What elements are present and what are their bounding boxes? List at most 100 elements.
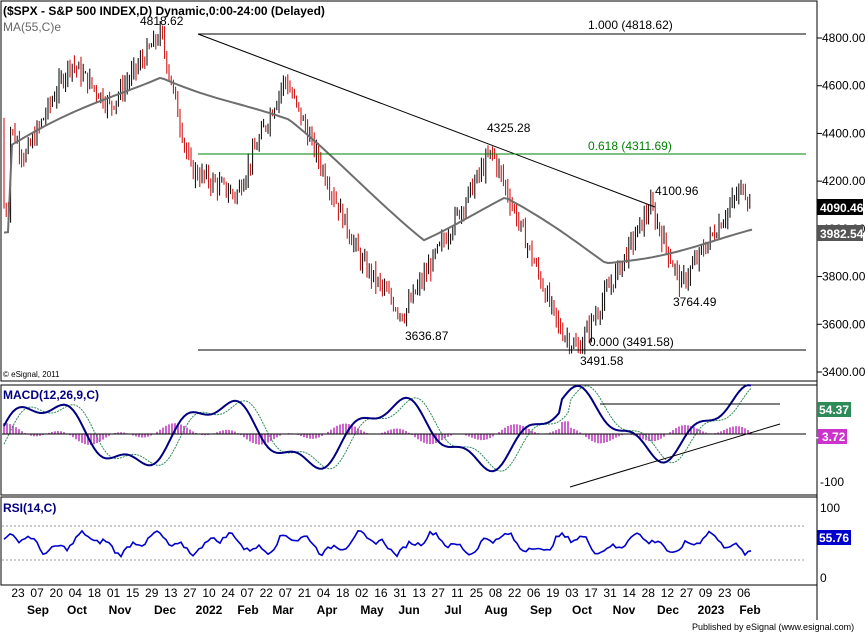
macd-hist-bar xyxy=(381,432,383,434)
macd-hist-bar xyxy=(177,423,179,434)
macd-hist-bar xyxy=(384,431,386,434)
x-axis-month-label: Nov xyxy=(613,603,636,617)
price-tick-label: 4200.00 xyxy=(822,174,866,188)
x-axis-month-label: Nov xyxy=(109,603,132,617)
macd-value: 54.37 xyxy=(819,403,849,417)
macd-hist-bar xyxy=(354,426,356,434)
macd-hist-bar xyxy=(189,429,191,434)
x-axis-day-label: 08 xyxy=(489,586,503,600)
x-axis-day-label: 06 xyxy=(737,586,751,600)
macd-hist-bar xyxy=(687,425,689,434)
x-axis-day-label: 07 xyxy=(30,586,44,600)
macd-hist-bar xyxy=(18,429,20,434)
price-bars xyxy=(3,21,751,355)
x-axis-day-label: 27 xyxy=(432,586,446,600)
x-axis-day-label: 07 xyxy=(279,586,293,600)
annotation-fib-618: 0.618 (4311.69) xyxy=(588,139,672,153)
x-axis-month-label: Sep xyxy=(530,603,552,617)
macd-hist-bar xyxy=(732,426,734,434)
macd-hist-bar xyxy=(501,429,503,434)
x-axis-month-label: Apr xyxy=(317,603,338,617)
macd-hist-bar xyxy=(312,434,314,439)
macd-hist-bar xyxy=(654,434,656,442)
macd-hist-bar xyxy=(327,431,329,434)
macd-hist-bar xyxy=(3,423,5,434)
x-axis-day-label: 04 xyxy=(69,586,83,600)
x-axis-month-label: Sep xyxy=(27,603,49,617)
macd-hist-bar xyxy=(273,434,275,440)
macd-hist-bar xyxy=(468,434,470,437)
macd-panel xyxy=(0,384,818,496)
macd-hist-bar xyxy=(180,424,182,434)
macd-hist-bar xyxy=(15,427,17,434)
last-price-value: 4090.46 xyxy=(820,201,864,215)
macd-hist-bar xyxy=(492,434,494,437)
macd-hist-bar xyxy=(414,434,416,438)
macd-hist-bar xyxy=(75,434,77,440)
macd-hist-bar xyxy=(516,424,518,434)
macd-hist-bar xyxy=(510,424,512,434)
x-axis-day-label: 22 xyxy=(260,586,274,600)
x-axis-day-label: 18 xyxy=(336,586,350,600)
macd-hist-bar xyxy=(249,434,251,442)
macd-hist-bar xyxy=(12,425,14,434)
macd-hist-bar xyxy=(228,429,230,434)
macd-hist-bar xyxy=(426,434,428,444)
macd-hist-badge xyxy=(817,429,847,444)
macd-hist-bar xyxy=(483,434,485,441)
price-panel xyxy=(0,0,818,382)
macd-hist-bar xyxy=(444,434,446,439)
macd-hist-bar xyxy=(651,434,653,442)
macd-hist-bar xyxy=(69,434,71,436)
macd-hist-bar xyxy=(564,421,566,434)
x-axis-day-label: 23 xyxy=(718,586,732,600)
macd-hist-bar xyxy=(705,432,707,434)
macd-hist-bar xyxy=(216,432,218,434)
copyright: © eSignal, 2011 xyxy=(3,370,60,379)
x-axis-day-label: 04 xyxy=(317,586,331,600)
macd-hist-bar xyxy=(315,434,317,439)
x-axis-day-label: 13 xyxy=(164,586,178,600)
macd-hist-bar xyxy=(390,429,392,434)
macd-hist-bar xyxy=(321,434,323,436)
macd-hist-bar xyxy=(87,434,89,445)
macd-hist-bar xyxy=(246,434,248,440)
macd-hist-bar xyxy=(447,434,449,437)
macd-hist-bar xyxy=(717,432,719,434)
x-axis-month-label: Jul xyxy=(444,603,461,617)
macd-hist-bar xyxy=(159,429,161,434)
macd-hist-bar xyxy=(603,434,605,443)
macd-hist-bar xyxy=(9,424,11,434)
macd-hist-bar xyxy=(168,424,170,434)
macd-hist-bar xyxy=(570,427,572,434)
macd-hist-bar xyxy=(558,428,560,434)
x-axis-day-label: 11 xyxy=(451,586,464,600)
macd-hist-bar xyxy=(132,434,134,436)
macd-hist-bar xyxy=(102,434,104,440)
x-axis-month-label: Aug xyxy=(484,603,507,617)
macd-hist-bar xyxy=(54,431,56,434)
macd-hist-bar xyxy=(498,432,500,434)
macd-hist-bar xyxy=(225,429,227,434)
macd-hist-bar xyxy=(48,432,50,434)
macd-hist-bar xyxy=(342,423,344,434)
macd-hist-bar xyxy=(450,434,452,436)
macd-hist-bar xyxy=(645,434,647,441)
x-axis-day-label: 14 xyxy=(623,586,637,600)
x-axis-month-label: Dec xyxy=(154,603,176,617)
macd-hist-bar xyxy=(51,431,53,434)
x-axis-day-label: 10 xyxy=(202,586,216,600)
rsi-tick-0: 0 xyxy=(820,571,827,585)
macd-hist-bar xyxy=(672,429,674,434)
last-price-badge xyxy=(817,199,863,215)
macd-hist-bar xyxy=(93,434,95,445)
macd-hist-bar xyxy=(120,432,122,434)
macd-hist-bar xyxy=(417,434,419,440)
macd-hist-bar xyxy=(567,421,569,434)
macd-hist-bar xyxy=(726,428,728,434)
rsi-line xyxy=(3,529,752,559)
macd-hist-bar xyxy=(423,434,425,443)
macd-hist-bar xyxy=(252,434,254,443)
macd-hist-bar xyxy=(138,434,140,438)
macd-hist-bar xyxy=(420,434,422,442)
